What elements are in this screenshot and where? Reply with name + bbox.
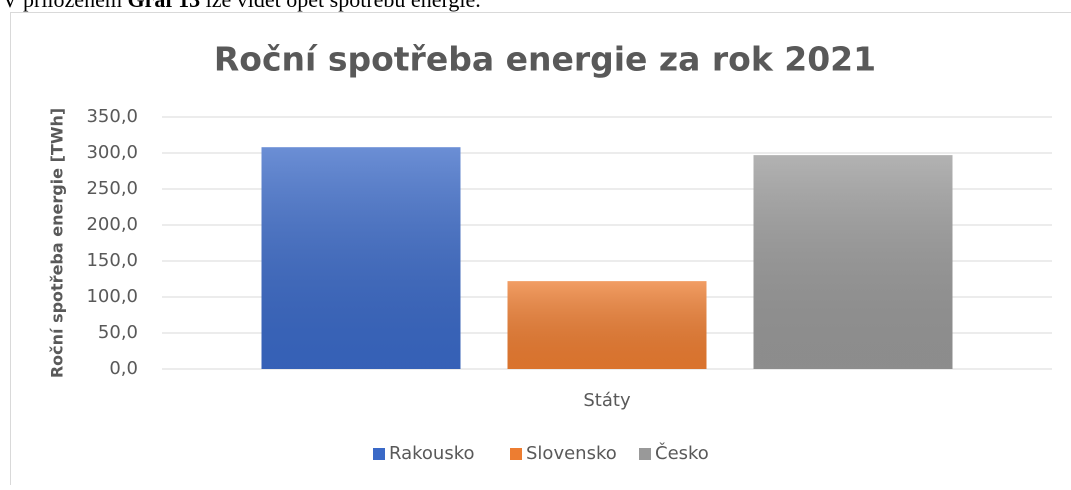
y-tick-label: 200,0: [86, 214, 138, 235]
bar-shade: [754, 155, 953, 369]
legend-swatch: [510, 448, 522, 460]
intro-bold: Graf 13: [127, 0, 200, 12]
bar-shade: [508, 281, 707, 369]
legend-label: Česko: [655, 442, 709, 464]
bar-shade: [262, 147, 461, 369]
y-tick-label: 50,0: [98, 322, 138, 343]
intro-before: V přiloženém: [2, 0, 127, 12]
x-axis-label: Státy: [583, 390, 631, 411]
intro-after: lze vidět opět spotřebu energie.: [200, 0, 481, 12]
y-tick-label: 100,0: [86, 286, 138, 307]
y-tick-label: 350,0: [86, 106, 138, 127]
y-axis-label: Roční spotřeba energie [TWh]: [48, 108, 67, 378]
y-tick-label: 250,0: [86, 178, 138, 199]
legend-swatch: [639, 448, 651, 460]
y-tick-label: 300,0: [86, 142, 138, 163]
y-tick-label: 0,0: [109, 358, 138, 379]
legend-label: Slovensko: [526, 443, 617, 464]
legend-label: Rakousko: [389, 443, 475, 464]
intro-text: V přiloženém Graf 13 lze vidět opět spot…: [2, 0, 481, 12]
chart-title: Roční spotřeba energie za rok 2021: [214, 40, 876, 79]
legend-swatch: [373, 448, 385, 460]
y-tick-label: 150,0: [86, 250, 138, 271]
